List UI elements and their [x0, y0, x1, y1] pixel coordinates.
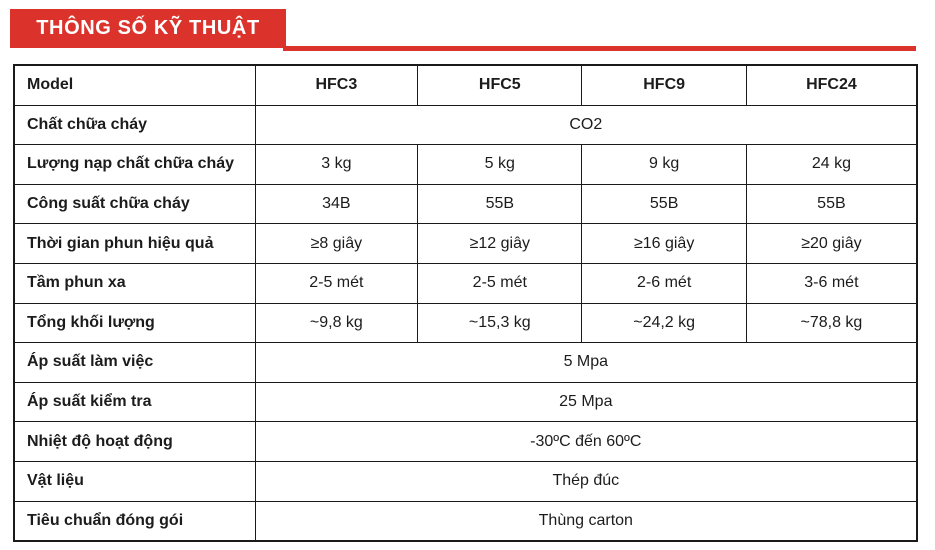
row-label: Tổng khối lượng	[13, 302, 256, 344]
spec-table: Model HFC3 HFC5 HFC9 HFC24 Chất chữa chá…	[13, 64, 918, 543]
table-row-rating: Công suất chữa cháy 34B 55B 55B 55B	[13, 183, 918, 225]
row-span-value: Thùng carton	[254, 500, 918, 542]
column-header-hfc3: HFC3	[254, 64, 419, 106]
row-span-value: CO2	[254, 104, 918, 146]
table-row-spray-range: Tầm phun xa 2-5 mét 2-5 mét 2-6 mét 3-6 …	[13, 262, 918, 304]
cell-value: 3 kg	[254, 144, 419, 185]
cell-value: ~78,8 kg	[745, 302, 918, 344]
table-row-material: Vật liệu Thép đúc	[13, 460, 918, 502]
cell-value: 2-5 mét	[254, 262, 419, 304]
cell-value: 55B	[745, 183, 918, 225]
table-row-operating-temperature: Nhiệt độ hoạt động -30ºC đến 60ºC	[13, 421, 918, 462]
section-title: THÔNG SỐ KỸ THUẬT	[36, 17, 260, 39]
cell-value: ≥20 giây	[745, 223, 918, 264]
section-title-banner: THÔNG SỐ KỸ THUẬT	[10, 9, 286, 48]
row-label: Áp suất kiểm tra	[13, 381, 256, 423]
table-row-extinguishing-agent: Chất chữa cháy CO2	[13, 104, 918, 146]
table-row-discharge-time: Thời gian phun hiệu quả ≥8 giây ≥12 giây…	[13, 223, 918, 264]
cell-value: 55B	[581, 183, 747, 225]
cell-value: 9 kg	[581, 144, 747, 185]
cell-value: 24 kg	[745, 144, 918, 185]
column-header-hfc5: HFC5	[417, 64, 583, 106]
cell-value: 5 kg	[417, 144, 583, 185]
row-label: Thời gian phun hiệu quả	[13, 223, 256, 264]
cell-value: ~9,8 kg	[254, 302, 419, 344]
row-span-value: 25 Mpa	[254, 381, 918, 423]
row-label: Vật liệu	[13, 460, 256, 502]
row-label: Công suất chữa cháy	[13, 183, 256, 225]
cell-value: ≥8 giây	[254, 223, 419, 264]
row-label: Tiêu chuẩn đóng gói	[13, 500, 256, 542]
column-header-hfc9: HFC9	[581, 64, 747, 106]
cell-value: 34B	[254, 183, 419, 225]
row-span-value: -30ºC đến 60ºC	[254, 421, 918, 462]
table-header-row: Model HFC3 HFC5 HFC9 HFC24	[13, 64, 918, 106]
table-row-working-pressure: Áp suất làm việc 5 Mpa	[13, 342, 918, 383]
cell-value: ~24,2 kg	[581, 302, 747, 344]
table-row-test-pressure: Áp suất kiểm tra 25 Mpa	[13, 381, 918, 423]
row-span-value: 5 Mpa	[254, 342, 918, 383]
table-row-charge-amount: Lượng nạp chất chữa cháy 3 kg 5 kg 9 kg …	[13, 144, 918, 185]
row-label: Chất chữa cháy	[13, 104, 256, 146]
row-label: Nhiệt độ hoạt động	[13, 421, 256, 462]
table-row-packing-standard: Tiêu chuẩn đóng gói Thùng carton	[13, 500, 918, 542]
cell-value: 2-6 mét	[581, 262, 747, 304]
cell-value: ≥12 giây	[417, 223, 583, 264]
table-row-total-weight: Tổng khối lượng ~9,8 kg ~15,3 kg ~24,2 k…	[13, 302, 918, 344]
column-header-hfc24: HFC24	[745, 64, 918, 106]
row-label: Tầm phun xa	[13, 262, 256, 304]
row-span-value: Thép đúc	[254, 460, 918, 502]
cell-value: ~15,3 kg	[417, 302, 583, 344]
cell-value: ≥16 giây	[581, 223, 747, 264]
cell-value: 55B	[417, 183, 583, 225]
cell-value: 3-6 mét	[745, 262, 918, 304]
cell-value: 2-5 mét	[417, 262, 583, 304]
accent-underline	[283, 46, 916, 51]
row-label: Lượng nạp chất chữa cháy	[13, 144, 256, 185]
row-label: Áp suất làm việc	[13, 342, 256, 383]
column-header-model: Model	[13, 64, 256, 106]
